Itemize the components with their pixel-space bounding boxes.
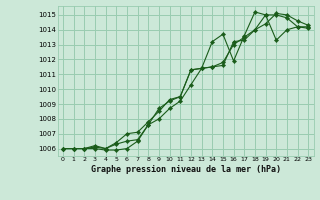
X-axis label: Graphe pression niveau de la mer (hPa): Graphe pression niveau de la mer (hPa) bbox=[91, 165, 281, 174]
